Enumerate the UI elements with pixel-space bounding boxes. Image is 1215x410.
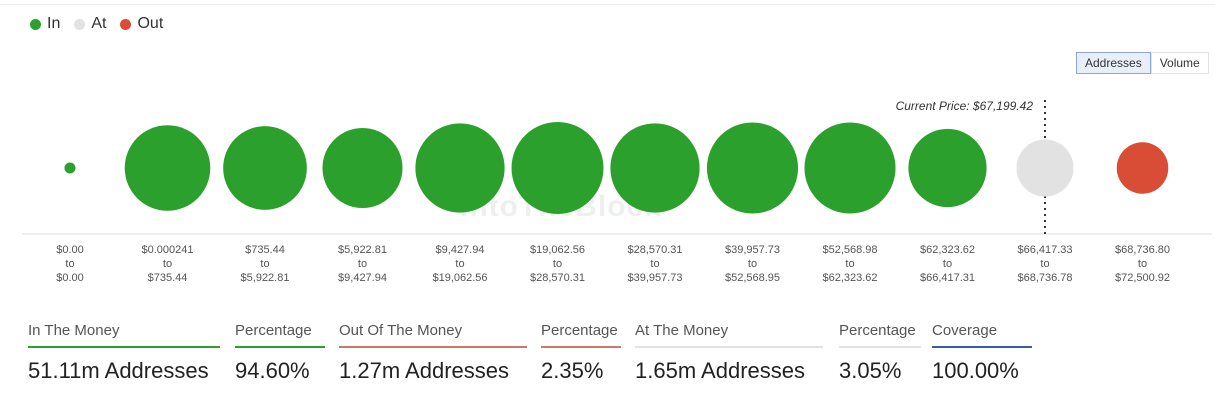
bubble-at[interactable] (1016, 139, 1074, 197)
bubble-in[interactable] (706, 122, 799, 214)
legend-item-in[interactable]: In (30, 15, 60, 33)
range-from-label: $0.00 (56, 244, 84, 256)
range-to-label: $735.44 (148, 272, 188, 284)
stat-value: 94.60% (235, 358, 310, 383)
legend-item-at[interactable]: At (74, 15, 106, 33)
range-connector-label: to (845, 258, 854, 270)
range-connector-label: to (1138, 258, 1147, 270)
range-to-label: $68,736.78 (1017, 272, 1072, 284)
range-from-label: $5,922.81 (338, 244, 387, 256)
range-connector-label: to (358, 258, 367, 270)
top-divider (0, 4, 1215, 5)
legend-item-out[interactable]: Out (120, 15, 163, 33)
range-connector-label: to (1040, 258, 1049, 270)
stat-percentage: Percentage 94.60% (235, 322, 325, 384)
stat-label: Percentage (235, 322, 312, 339)
range-to-label: $5,922.81 (241, 272, 290, 284)
legend-in-dot-icon (30, 18, 41, 30)
range-to-label: $66,417.31 (920, 272, 975, 284)
stat-label: Coverage (932, 322, 998, 339)
stat-out-of-the-money: Out Of The Money 1.27m Addresses (339, 322, 527, 384)
stat-underline (235, 346, 325, 348)
bubble-in[interactable] (223, 126, 307, 210)
bubble-in[interactable] (415, 123, 505, 213)
bubble-in[interactable] (908, 128, 987, 208)
range-to-label: $62,323.62 (822, 272, 877, 284)
stat-label: Percentage (839, 322, 916, 339)
bubble-in[interactable] (124, 125, 211, 211)
legend-out-dot-icon (120, 18, 132, 30)
range-connector-label: to (748, 258, 757, 270)
range-connector-label: to (455, 258, 464, 270)
stat-underline (541, 346, 621, 348)
chart-legend: In At Out (30, 15, 163, 33)
range-to-label: $9,427.94 (338, 272, 387, 284)
legend-at-label: At (91, 15, 107, 32)
range-from-label: $9,427.94 (436, 244, 485, 256)
range-from-label: $62,323.62 (920, 244, 975, 256)
stat-value: 51.11m Addresses (28, 358, 209, 383)
range-connector-label: to (163, 258, 172, 270)
range-to-label: $19,062.56 (432, 272, 487, 284)
bubble-in[interactable] (322, 127, 403, 209)
range-to-label: $0.00 (56, 272, 84, 284)
bubble-in[interactable] (64, 162, 76, 174)
stat-percentage: Percentage 3.05% (839, 322, 921, 384)
range-from-label: $39,957.73 (725, 244, 780, 256)
bubble-in[interactable] (610, 123, 700, 213)
stat-value: 2.35% (541, 358, 604, 383)
range-to-label: $39,957.73 (627, 272, 682, 284)
stat-label: At The Money (635, 322, 729, 339)
bubble-in[interactable] (804, 122, 896, 214)
stat-percentage: Percentage 2.35% (541, 322, 621, 384)
range-connector-label: to (65, 258, 74, 270)
stat-underline (339, 346, 527, 348)
range-to-label: $52,568.95 (725, 272, 780, 284)
legend-in-label: In (47, 15, 61, 32)
stat-underline (635, 346, 823, 348)
addresses-toggle-button[interactable]: Addresses (1076, 52, 1151, 74)
bubble-in[interactable] (511, 122, 604, 214)
range-connector-label: to (260, 258, 269, 270)
range-connector-label: to (943, 258, 952, 270)
stat-underline (839, 346, 921, 348)
range-from-label: $52,568.98 (822, 244, 877, 256)
stat-label: Out Of The Money (339, 322, 463, 339)
stat-coverage: Coverage 100.00% (932, 322, 1032, 384)
legend-at-dot-icon (74, 18, 86, 30)
range-from-label: $68,736.80 (1115, 244, 1170, 256)
stat-in-the-money: In The Money 51.11m Addresses (28, 322, 220, 384)
stat-label: In The Money (28, 322, 120, 339)
legend-out-label: Out (137, 15, 164, 32)
range-from-label: $66,417.33 (1017, 244, 1072, 256)
stat-value: 3.05% (839, 358, 902, 383)
range-connector-label: to (553, 258, 562, 270)
range-connector-label: to (650, 258, 659, 270)
stat-at-the-money: At The Money 1.65m Addresses (635, 322, 823, 384)
stat-label: Percentage (541, 322, 618, 339)
range-to-label: $72,500.92 (1115, 272, 1170, 284)
range-from-label: $0.000241 (142, 244, 194, 256)
bubble-chart: Current Price: $67,199.42 $0.00 to $0.00 $0.… (22, 99, 1212, 284)
stat-value: 1.65m Addresses (635, 358, 805, 383)
stat-value: 1.27m Addresses (339, 358, 509, 383)
stat-underline (932, 346, 1032, 348)
volume-toggle-button[interactable]: Volume (1150, 52, 1209, 74)
range-from-label: $735.44 (245, 244, 285, 256)
range-from-label: $19,062.56 (530, 244, 585, 256)
range-from-label: $28,570.31 (627, 244, 682, 256)
current-price-annotation: Current Price: $67,199.42 (896, 99, 1034, 113)
bubble-out[interactable] (1116, 142, 1169, 194)
stat-underline (28, 346, 220, 348)
stat-value: 100.00% (932, 358, 1019, 383)
metric-toggle: Addresses Volume (1076, 52, 1209, 74)
range-to-label: $28,570.31 (530, 272, 585, 284)
